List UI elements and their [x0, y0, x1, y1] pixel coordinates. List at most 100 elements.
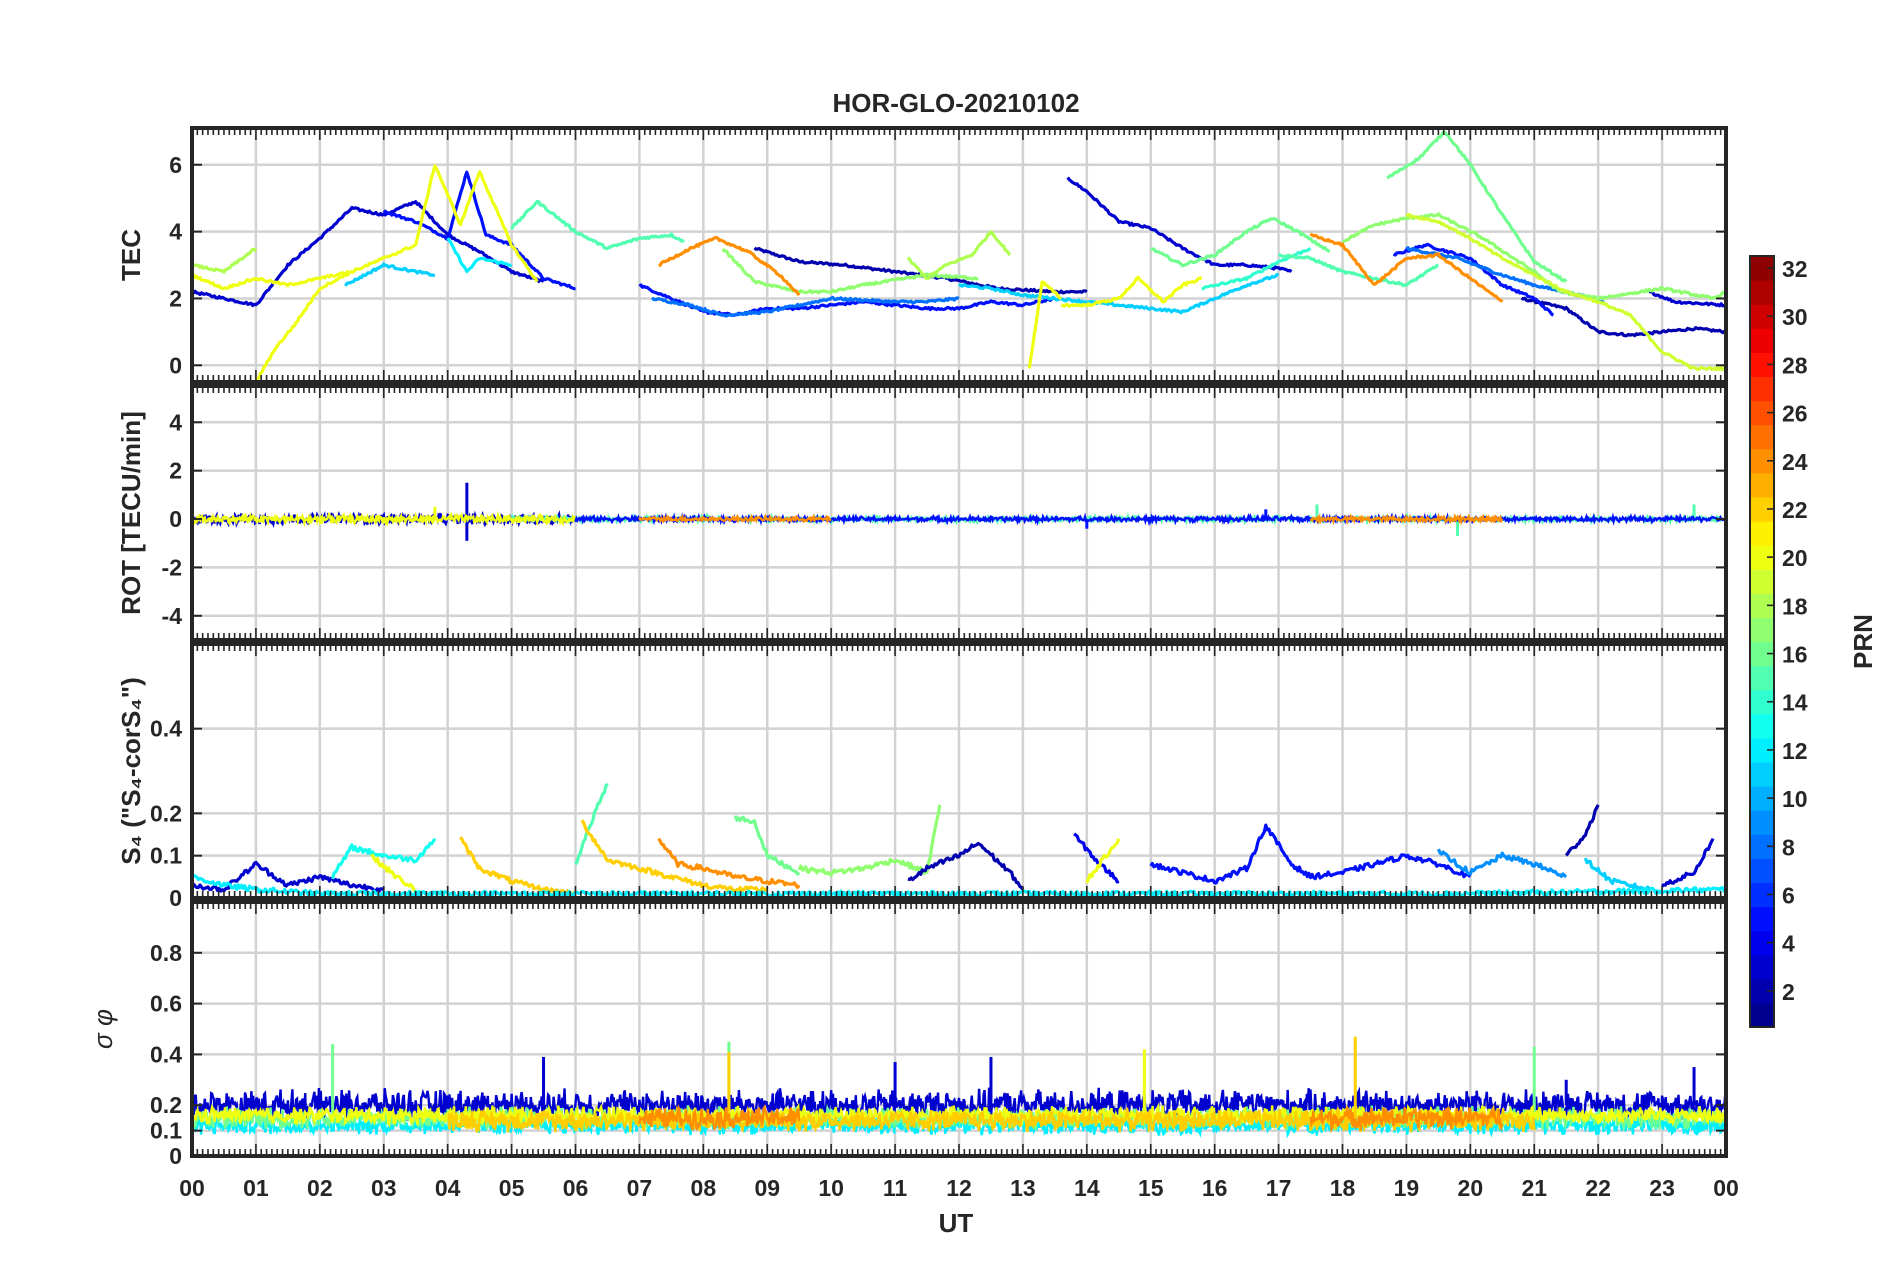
series-sigma [192, 1036, 1726, 1139]
x-tick-label: 05 [499, 1175, 525, 1201]
colorbar-tick-label: 30 [1782, 304, 1808, 330]
series-line-prn-3 [192, 860, 385, 893]
y-tick-label: 0.1 [150, 843, 182, 869]
x-tick-label: 19 [1394, 1175, 1420, 1201]
y-tick-label: 4 [169, 219, 182, 245]
colorbar-label: PRN [1848, 614, 1878, 669]
series-line-prn-5 [382, 170, 576, 291]
series-line-prn-3 [192, 200, 545, 308]
series-line-prn-8 [651, 295, 960, 318]
colorbar-tick-label: 8 [1782, 834, 1795, 860]
x-tick-label: 03 [371, 1175, 397, 1201]
y-axis-label-tec: TEC [116, 229, 146, 281]
series-line-prn-11 [344, 262, 436, 287]
y-axis-label-sigma: σ φ [88, 1009, 118, 1049]
colorbar-tick-label: 2 [1782, 979, 1795, 1005]
noise-band-prn-5 [574, 512, 1726, 527]
colorbar-tick-label: 4 [1782, 931, 1795, 957]
x-tick-label: 04 [435, 1175, 461, 1201]
series-line-prn-16 [733, 815, 801, 876]
series-line-prn-20 [370, 853, 417, 892]
y-tick-label: 0 [169, 506, 182, 532]
panel-sigma: 00.10.2 0.4 0.6 0.8 σ φ [88, 900, 1728, 1169]
series-line-prn-22 [459, 836, 577, 897]
noise-band-prn-24 [638, 1104, 801, 1131]
colorbar-segment [1750, 761, 1774, 787]
series-line-prn-11 [958, 272, 1280, 315]
colorbar-tick-label: 28 [1782, 352, 1808, 378]
series-line-prn-18 [906, 230, 1012, 281]
y-tick-label: 0 [169, 1143, 182, 1169]
series-line-prn-4 [1073, 832, 1120, 884]
x-tick-label: 02 [307, 1175, 333, 1201]
x-tick-label: 16 [1202, 1175, 1228, 1201]
y-tick-label: 0 [169, 352, 182, 378]
colorbar-tick-label: 6 [1782, 882, 1795, 908]
tick-marks-sigma [191, 902, 1727, 1157]
y-tick-label: 0.8 [150, 940, 182, 966]
noise-band-prn-24 [638, 513, 832, 525]
x-tick-label: 15 [1138, 1175, 1164, 1201]
y-tick-label: 0.2 [150, 1092, 182, 1118]
colorbar-segment [1750, 328, 1774, 353]
y-tick-label: 2 [169, 458, 182, 484]
colorbar-tick-label: 32 [1782, 256, 1808, 282]
x-tick-label: 21 [1521, 1175, 1547, 1201]
series-line-prn-15 [574, 782, 609, 866]
x-tick-label: 17 [1266, 1175, 1292, 1201]
colorbar-segment [1750, 617, 1774, 643]
colorbar-tick-label: 26 [1782, 401, 1808, 427]
chart-title: HOR-GLO-20210102 [832, 88, 1079, 118]
series-rot [192, 482, 1726, 541]
series-line-prn-17 [1342, 212, 1726, 301]
series-line-prn-15 [510, 199, 685, 251]
y-tick-label: 2 [169, 285, 182, 311]
y-tick-label: 0.1 [150, 1118, 182, 1144]
y-tick-label: 4 [169, 409, 182, 435]
y-tick-label: 0.2 [150, 800, 182, 826]
x-tick-label: 13 [1010, 1175, 1036, 1201]
series-line-prn-24 [1309, 232, 1504, 303]
series-line-prn-20 [1085, 838, 1121, 884]
x-tick-label: 06 [563, 1175, 589, 1201]
x-tick-label: 01 [243, 1175, 269, 1201]
series-line-prn-5 [1149, 823, 1472, 885]
y-axis-label-rot: ROT [TECU/min] [116, 411, 146, 615]
noise-band-prn-24 [1309, 1106, 1504, 1134]
series-line-prn-17 [797, 804, 942, 877]
panel-rot: -4 -2 0 2 4 ROT [TECU/min] [116, 384, 1728, 642]
colorbar-tick-label: 24 [1782, 449, 1808, 475]
noise-band-prn-12 [192, 1112, 1726, 1139]
series-line-prn-12 [446, 237, 512, 274]
series-tec [192, 130, 1726, 382]
grid-tec [192, 128, 1726, 382]
colorbar-tick-label: 20 [1782, 545, 1808, 571]
x-axis-label: UT [939, 1208, 974, 1238]
colorbar-segment [1750, 1002, 1774, 1028]
x-tick-label: 00 [1713, 1175, 1739, 1201]
colorbar-segment [1750, 280, 1774, 305]
series-line-prn-2 [1564, 804, 1600, 857]
tick-marks-tec [191, 128, 1727, 382]
colorbar-segment [1750, 569, 1774, 594]
series-line-prn-2 [907, 841, 1025, 891]
colorbar-segment [1750, 954, 1774, 980]
colorbar-segment [1750, 906, 1774, 932]
y-tick-label: -2 [162, 554, 182, 580]
tick-marks-rot [191, 386, 1727, 640]
series-line-prn-3 [1066, 176, 1293, 273]
series-line-prn-16 [1386, 130, 1568, 283]
series-line-prn-16 [1150, 217, 1331, 268]
series-line-prn-17 [721, 248, 979, 295]
series-line-prn-18 [192, 247, 258, 274]
series-line-prn-24 [658, 235, 801, 297]
series-line-prn-15 [1277, 252, 1439, 288]
x-tick-label: 23 [1649, 1175, 1675, 1201]
x-tick-label: 10 [818, 1175, 844, 1201]
x-tick-label: 14 [1074, 1175, 1100, 1201]
x-tick-label: 12 [946, 1175, 972, 1201]
noise-band-prn-24 [1309, 512, 1504, 526]
series-line-prn-24 [657, 837, 801, 889]
